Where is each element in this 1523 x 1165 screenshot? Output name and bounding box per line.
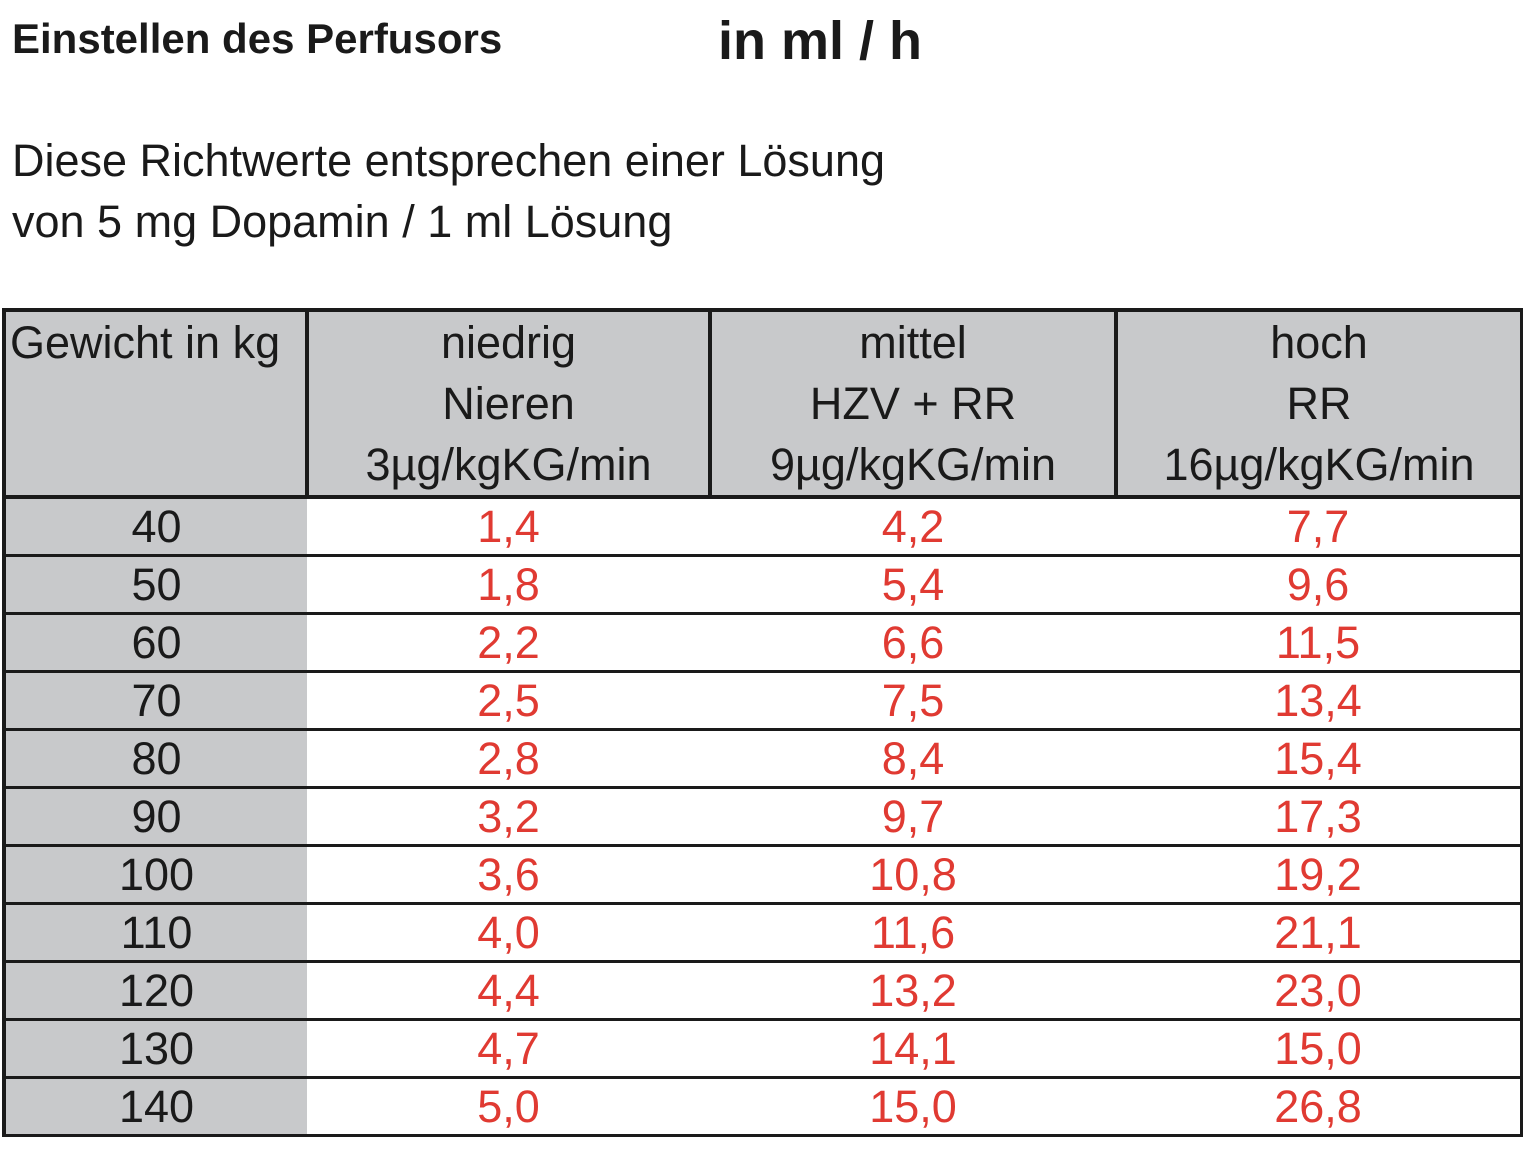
table-row: 80 2,8 8,4 15,4 bbox=[2, 728, 1523, 789]
table-row: 110 4,0 11,6 21,1 bbox=[2, 902, 1523, 963]
subtitle-line-1: Diese Richtwerte entsprechen einer Lösun… bbox=[12, 135, 885, 186]
subtitle-line-2: von 5 mg Dopamin / 1 ml Lösung bbox=[12, 196, 673, 247]
rate-cell: 4,0 bbox=[307, 902, 710, 963]
rate-cell: 2,5 bbox=[307, 670, 710, 731]
rate-cell: 4,2 bbox=[710, 495, 1116, 557]
rate-cell: 1,4 bbox=[307, 495, 710, 557]
rate-cell: 13,2 bbox=[710, 960, 1116, 1021]
rate-cell: 23,0 bbox=[1116, 960, 1523, 1021]
rate-cell: 21,1 bbox=[1116, 902, 1523, 963]
column-target: HZV + RR bbox=[809, 378, 1017, 429]
rate-cell: 4,4 bbox=[307, 960, 710, 1021]
weight-cell: 120 bbox=[2, 960, 307, 1021]
rate-cell: 13,4 bbox=[1116, 670, 1523, 731]
weight-cell: 140 bbox=[2, 1076, 307, 1137]
rate-cell: 15,0 bbox=[710, 1076, 1116, 1137]
rate-cell: 5,0 bbox=[307, 1076, 710, 1137]
rate-cell: 9,6 bbox=[1116, 554, 1523, 615]
rate-cell: 11,5 bbox=[1116, 612, 1523, 673]
column-dose: 16µg/kgKG/min bbox=[1163, 439, 1475, 490]
column-level: hoch bbox=[1270, 317, 1368, 368]
rate-cell: 2,2 bbox=[307, 612, 710, 673]
rate-cell: 9,7 bbox=[710, 786, 1116, 847]
column-level: mittel bbox=[859, 317, 967, 368]
unit-label: in ml / h bbox=[718, 11, 923, 71]
weight-cell: 70 bbox=[2, 670, 307, 731]
table-row: 130 4,7 14,1 15,0 bbox=[2, 1018, 1523, 1079]
table-body: 40 1,4 4,2 7,7 50 1,8 5,4 9,6 60 2,2 6,6 11,5 70 2,5 7… bbox=[2, 495, 1523, 1137]
rate-cell: 17,3 bbox=[1116, 786, 1523, 847]
rate-cell: 10,8 bbox=[710, 844, 1116, 905]
weight-cell: 80 bbox=[2, 728, 307, 789]
table-row: 100 3,6 10,8 19,2 bbox=[2, 844, 1523, 905]
rate-cell: 3,6 bbox=[307, 844, 710, 905]
column-header-low: niedrig Nieren 3µg/kgKG/min bbox=[305, 308, 712, 499]
table-row: 60 2,2 6,6 11,5 bbox=[2, 612, 1523, 673]
table-row: 90 3,2 9,7 17,3 bbox=[2, 786, 1523, 847]
rate-cell: 8,4 bbox=[710, 728, 1116, 789]
rate-cell: 7,7 bbox=[1116, 495, 1523, 557]
column-target: Nieren bbox=[442, 378, 575, 429]
weight-cell: 90 bbox=[2, 786, 307, 847]
rate-cell: 26,8 bbox=[1116, 1076, 1523, 1137]
weight-cell: 130 bbox=[2, 1018, 307, 1079]
weight-cell: 110 bbox=[2, 902, 307, 963]
column-level: niedrig bbox=[440, 317, 577, 368]
weight-column-header: Gewicht in kg bbox=[2, 308, 309, 499]
table-row: 50 1,8 5,4 9,6 bbox=[2, 554, 1523, 615]
rate-cell: 19,2 bbox=[1116, 844, 1523, 905]
rate-cell: 15,4 bbox=[1116, 728, 1523, 789]
column-header-medium: mittel HZV + RR 9µg/kgKG/min bbox=[708, 308, 1118, 499]
weight-cell: 60 bbox=[2, 612, 307, 673]
rate-cell: 7,5 bbox=[710, 670, 1116, 731]
weight-cell: 50 bbox=[2, 554, 307, 615]
weight-cell: 40 bbox=[2, 495, 307, 557]
table-row: 120 4,4 13,2 23,0 bbox=[2, 960, 1523, 1021]
rate-cell: 15,0 bbox=[1116, 1018, 1523, 1079]
column-dose: 9µg/kgKG/min bbox=[769, 439, 1057, 490]
column-header-high: hoch RR 16µg/kgKG/min bbox=[1114, 308, 1523, 499]
table-header-row: Gewicht in kg niedrig Nieren 3µg/kgKG/mi… bbox=[2, 308, 1523, 499]
table-row: 40 1,4 4,2 7,7 bbox=[2, 495, 1523, 557]
column-dose: 3µg/kgKG/min bbox=[365, 439, 652, 490]
rate-cell: 14,1 bbox=[710, 1018, 1116, 1079]
column-target: RR bbox=[1286, 378, 1352, 429]
weight-cell: 100 bbox=[2, 844, 307, 905]
rate-cell: 4,7 bbox=[307, 1018, 710, 1079]
document-title: Einstellen des Perfusors bbox=[12, 15, 503, 62]
rate-cell: 1,8 bbox=[307, 554, 710, 615]
rate-cell: 5,4 bbox=[710, 554, 1116, 615]
table-row: 70 2,5 7,5 13,4 bbox=[2, 670, 1523, 731]
rate-cell: 2,8 bbox=[307, 728, 710, 789]
rate-cell: 6,6 bbox=[710, 612, 1116, 673]
rate-cell: 11,6 bbox=[710, 902, 1116, 963]
dosage-table: Gewicht in kg niedrig Nieren 3µg/kgKG/mi… bbox=[2, 308, 1523, 1137]
rate-cell: 3,2 bbox=[307, 786, 710, 847]
table-row: 140 5,0 15,0 26,8 bbox=[2, 1076, 1523, 1137]
